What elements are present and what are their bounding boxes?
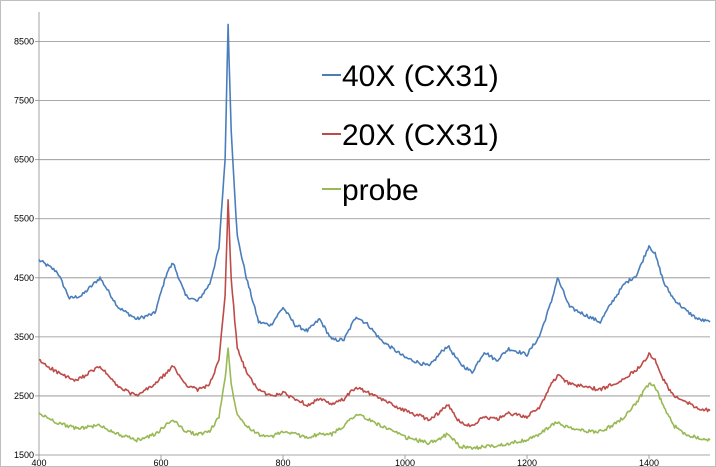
x-tick-label-600: 600 — [153, 458, 168, 467]
x-tick-labels: 400 600 800 1000 1200 1400 — [31, 458, 659, 467]
axes — [35, 12, 710, 459]
y-tick-label-1500: 1500 — [14, 450, 34, 460]
x-tick-label-1400: 1400 — [639, 458, 659, 467]
y-tick-label-8500: 8500 — [14, 37, 34, 47]
legend-label-probe: probe — [342, 174, 419, 207]
y-tick-labels: 1500 2500 3500 4500 5500 6500 7500 8500 — [14, 37, 34, 460]
x-tick-label-800: 800 — [275, 458, 290, 467]
series-line-probe — [38, 347, 711, 450]
series-line-40x-cx31 — [38, 23, 711, 374]
y-tick-label-6500: 6500 — [14, 155, 34, 165]
legend-label-40x: 40X (CX31) — [342, 60, 499, 93]
x-tick-label-1000: 1000 — [395, 458, 415, 467]
y-tick-label-2500: 2500 — [14, 391, 34, 401]
y-tick-label-7500: 7500 — [14, 96, 34, 106]
x-tick-label-1200: 1200 — [517, 458, 537, 467]
x-tick-label-400: 400 — [31, 458, 46, 467]
series-line-20x-cx31 — [39, 199, 711, 428]
y-tick-label-3500: 3500 — [14, 332, 34, 342]
grid-lines — [39, 41, 710, 397]
legend-label-20x: 20X (CX31) — [342, 119, 499, 152]
legend: 40X (CX31) 20X (CX31) probe — [322, 60, 499, 207]
y-tick-label-5500: 5500 — [14, 214, 34, 224]
y-tick-label-4500: 4500 — [14, 273, 34, 283]
series-lines — [38, 23, 711, 450]
